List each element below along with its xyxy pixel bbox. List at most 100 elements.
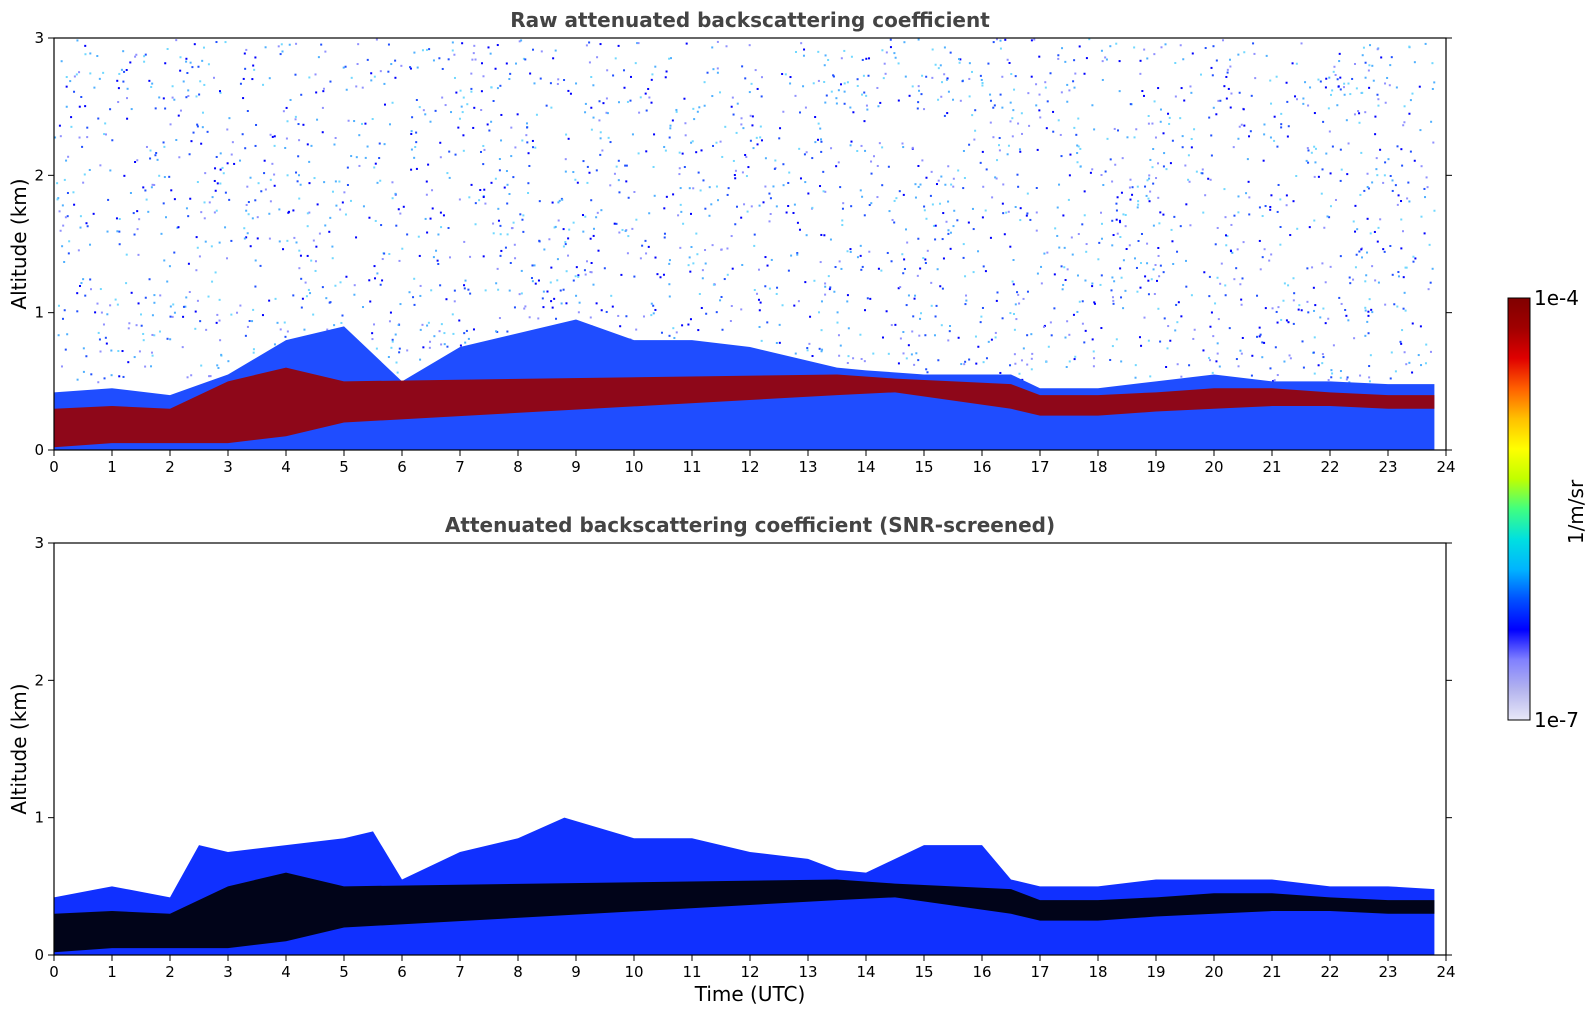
noise-pixel <box>1240 303 1243 306</box>
noise-pixel <box>73 203 76 206</box>
noise-pixel <box>106 313 109 316</box>
noise-pixel <box>1301 340 1304 343</box>
noise-pixel <box>754 69 757 72</box>
noise-pixel <box>1264 205 1267 208</box>
noise-pixel <box>1269 136 1272 139</box>
noise-pixel <box>829 238 832 241</box>
noise-pixel <box>629 75 632 78</box>
noise-pixel <box>1149 375 1152 378</box>
noise-pixel <box>933 334 936 337</box>
noise-pixel <box>689 270 692 273</box>
noise-pixel <box>568 228 571 231</box>
noise-pixel <box>67 252 70 255</box>
noise-pixel <box>1313 219 1316 222</box>
noise-pixel <box>1030 357 1033 360</box>
noise-pixel <box>350 155 353 158</box>
noise-pixel <box>279 328 282 331</box>
noise-pixel <box>1120 191 1123 194</box>
noise-pixel <box>313 177 316 180</box>
noise-pixel <box>169 338 172 341</box>
noise-pixel <box>1042 325 1045 328</box>
noise-pixel <box>1331 372 1334 375</box>
noise-pixel <box>1307 311 1310 314</box>
noise-pixel <box>583 269 586 272</box>
noise-pixel <box>273 144 276 147</box>
noise-pixel <box>1143 316 1146 319</box>
noise-pixel <box>1262 159 1265 162</box>
noise-pixel <box>629 99 632 102</box>
noise-pixel <box>358 164 361 167</box>
noise-pixel <box>1009 120 1012 123</box>
noise-pixel <box>495 282 498 285</box>
noise-pixel <box>527 191 530 194</box>
chart-title: Attenuated backscattering coefficient (S… <box>445 513 1055 537</box>
noise-pixel <box>972 271 975 274</box>
noise-pixel <box>1154 263 1157 266</box>
noise-pixel <box>842 202 845 205</box>
noise-pixel <box>1153 100 1156 103</box>
noise-pixel <box>822 190 825 193</box>
noise-pixel <box>1308 226 1311 229</box>
noise-pixel <box>1013 88 1016 91</box>
noise-pixel <box>553 226 556 229</box>
noise-pixel <box>744 153 747 156</box>
noise-pixel <box>827 58 830 61</box>
noise-pixel <box>1028 124 1031 127</box>
noise-pixel <box>650 302 653 305</box>
noise-pixel <box>1169 162 1172 165</box>
noise-pixel <box>443 332 446 335</box>
noise-pixel <box>96 55 99 58</box>
noise-pixel <box>89 72 92 75</box>
noise-pixel <box>429 120 432 123</box>
noise-pixel <box>841 219 844 222</box>
noise-pixel <box>244 334 247 337</box>
noise-pixel <box>142 332 145 335</box>
noise-pixel <box>1139 59 1142 62</box>
noise-pixel <box>355 156 358 159</box>
noise-pixel <box>1225 244 1228 247</box>
noise-pixel <box>1366 185 1369 188</box>
noise-pixel <box>451 49 454 52</box>
x-tick-label: 8 <box>513 963 523 981</box>
noise-pixel <box>1387 158 1390 161</box>
noise-pixel <box>406 349 409 352</box>
noise-pixel <box>564 158 567 161</box>
x-tick-label: 4 <box>281 963 291 981</box>
noise-pixel <box>164 62 167 65</box>
noise-pixel <box>1104 170 1107 173</box>
noise-pixel <box>133 233 136 236</box>
noise-pixel <box>841 224 844 227</box>
noise-pixel <box>171 85 174 88</box>
noise-pixel <box>1148 200 1151 203</box>
noise-pixel <box>612 74 615 77</box>
noise-pixel <box>1147 339 1150 342</box>
noise-pixel <box>1066 268 1069 271</box>
noise-pixel <box>251 78 254 81</box>
noise-pixel <box>452 332 455 335</box>
noise-pixel <box>1292 277 1295 280</box>
colorbar-unit-label: 1/m/sr <box>1564 479 1588 544</box>
noise-pixel <box>1425 343 1428 346</box>
noise-pixel <box>672 327 675 330</box>
noise-pixel <box>278 208 281 211</box>
noise-pixel <box>748 91 751 94</box>
noise-pixel <box>136 159 139 162</box>
noise-pixel <box>1338 52 1341 55</box>
noise-pixel <box>1317 78 1320 81</box>
noise-pixel <box>422 346 425 349</box>
noise-pixel <box>474 202 477 205</box>
noise-pixel <box>1209 325 1212 328</box>
noise-pixel <box>76 310 79 313</box>
noise-pixel <box>1377 104 1380 107</box>
noise-pixel <box>489 52 492 55</box>
noise-pixel <box>380 224 383 227</box>
noise-pixel <box>794 94 797 97</box>
noise-pixel <box>820 140 823 143</box>
noise-pixel <box>1100 327 1103 330</box>
noise-pixel <box>182 305 185 308</box>
noise-pixel <box>454 153 457 156</box>
noise-pixel <box>530 277 533 280</box>
noise-pixel <box>577 275 580 278</box>
noise-pixel <box>1402 307 1405 310</box>
noise-pixel <box>65 159 68 162</box>
